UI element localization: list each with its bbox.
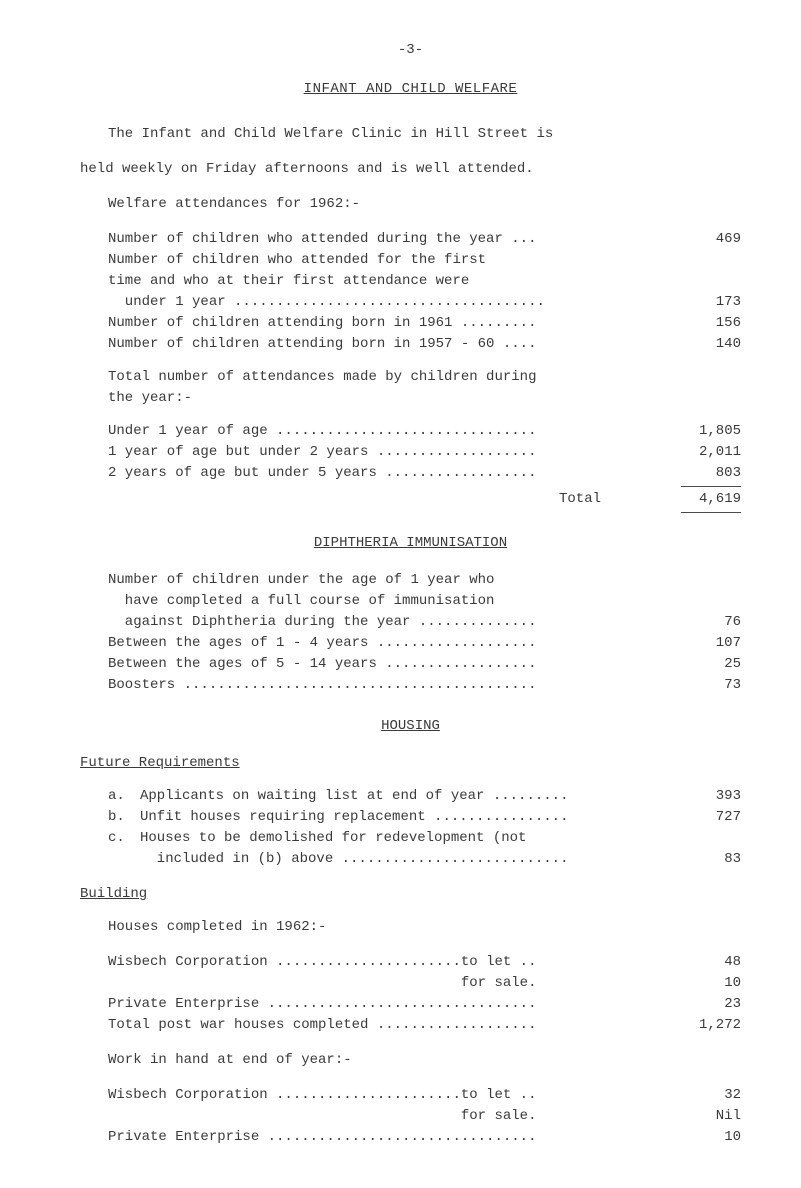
future-label: Unfit houses requiring replacement .....… [140, 807, 681, 828]
total-post-value: 1,272 [681, 1015, 741, 1036]
building-title: Building [80, 884, 741, 905]
total-value: 4,619 [681, 489, 741, 510]
diphtheria-block: Number of children under the age of 1 ye… [80, 570, 741, 696]
total-attend-l2: the year:- [108, 388, 741, 409]
list-marker [108, 849, 140, 870]
age-line: 2 years of age but under 5 years .......… [108, 463, 681, 484]
dip-line: have completed a full course of immunisa… [108, 591, 681, 612]
wisbech-pair-label: for sale. [461, 973, 537, 994]
att-val [681, 250, 741, 271]
att-line: Number of children attending born in 196… [108, 313, 681, 334]
list-marker: c. [108, 828, 140, 849]
att-line: Number of children who attended for the … [108, 250, 681, 271]
future-block: a. Applicants on waiting list at end of … [80, 786, 741, 870]
age-val: 2,011 [681, 442, 741, 463]
future-item: b. Unfit houses requiring replacement ..… [108, 807, 741, 828]
att-val: 469 [681, 229, 741, 250]
wisbech-block-2: Wisbech Corporation ....................… [80, 1085, 741, 1127]
attendance-block: Number of children who attended during t… [80, 229, 741, 355]
private-value: 10 [681, 1127, 741, 1148]
att-val: 173 [681, 292, 741, 313]
wisbech-pair-value: 48 [681, 952, 741, 973]
dip-line: Between the ages of 1 - 4 years ........… [108, 633, 681, 654]
future-requirements-title: Future Requirements [80, 753, 741, 774]
att-line: Number of children who attended during t… [108, 229, 681, 250]
future-value: 83 [681, 849, 741, 870]
age-val: 803 [681, 463, 741, 484]
att-line: time and who at their first attendance w… [108, 271, 681, 292]
list-marker: b. [108, 807, 140, 828]
wisbech-pair-label: to let .. [461, 1085, 537, 1106]
dip-val [681, 570, 741, 591]
wisbech-left: Wisbech Corporation ....................… [108, 1085, 461, 1127]
list-marker: a. [108, 786, 140, 807]
future-item: included in (b) above ..................… [108, 849, 741, 870]
private-value: 23 [681, 994, 741, 1015]
attendances-heading: Welfare attendances for 1962:- [80, 194, 741, 215]
total-post-label: Total post war houses completed ........… [108, 1015, 681, 1036]
wisbech-pair-value: 10 [681, 973, 741, 994]
dip-val: 76 [681, 612, 741, 633]
wisbech-pair-label: for sale. [461, 1106, 537, 1127]
future-value [681, 828, 741, 849]
future-label: Houses to be demolished for redevelopmen… [140, 828, 681, 849]
dip-val: 73 [681, 675, 741, 696]
total-attend-intro: Total number of attendances made by chil… [80, 367, 741, 409]
grand-total-line: Total 4,619 [80, 489, 741, 510]
age-line: 1 year of age but under 2 years ........… [108, 442, 681, 463]
diphtheria-title: DIPHTHERIA IMMUNISATION [80, 533, 741, 554]
dip-line: against Diphtheria during the year .....… [108, 612, 681, 633]
wisbech-block-1: Wisbech Corporation ....................… [80, 952, 741, 994]
private-label: Private Enterprise .....................… [108, 1127, 681, 1148]
wisbech-left: Wisbech Corporation ....................… [108, 952, 461, 994]
housing-title: HOUSING [80, 716, 741, 737]
private-1: Private Enterprise .....................… [80, 994, 741, 1015]
header-title: INFANT AND CHILD WELFARE [80, 79, 741, 100]
total-attend-l1: Total number of attendances made by chil… [108, 367, 741, 388]
houses-completed-heading: Houses completed in 1962:- [80, 917, 741, 938]
wisbech-pair-label: to let .. [461, 952, 537, 973]
att-val: 140 [681, 334, 741, 355]
wisbech-pair-value: Nil [681, 1106, 741, 1127]
rule-top [80, 486, 741, 487]
att-line: Number of children attending born in 195… [108, 334, 681, 355]
total-post: Total post war houses completed ........… [80, 1015, 741, 1036]
dip-line: Boosters ...............................… [108, 675, 681, 696]
future-label: included in (b) above ..................… [140, 849, 681, 870]
dip-val: 25 [681, 654, 741, 675]
future-item: a. Applicants on waiting list at end of … [108, 786, 741, 807]
future-value: 727 [681, 807, 741, 828]
intro-line2: held weekly on Friday afternoons and is … [80, 159, 741, 180]
future-label: Applicants on waiting list at end of yea… [140, 786, 681, 807]
page-number: -3- [80, 40, 741, 61]
intro-line1: The Infant and Child Welfare Clinic in H… [108, 124, 741, 145]
att-line: under 1 year ...........................… [108, 292, 681, 313]
att-val: 156 [681, 313, 741, 334]
private-2: Private Enterprise .....................… [80, 1127, 741, 1148]
future-item: c. Houses to be demolished for redevelop… [108, 828, 741, 849]
work-in-hand-heading: Work in hand at end of year:- [80, 1050, 741, 1071]
rule-bottom [80, 512, 741, 513]
intro-paragraph: The Infant and Child Welfare Clinic in H… [80, 124, 741, 145]
total-label: Total [559, 489, 681, 510]
private-label: Private Enterprise .....................… [108, 994, 681, 1015]
age-val: 1,805 [681, 421, 741, 442]
dip-line: Between the ages of 5 - 14 years .......… [108, 654, 681, 675]
dip-line: Number of children under the age of 1 ye… [108, 570, 681, 591]
att-val [681, 271, 741, 292]
age-line: Under 1 year of age ....................… [108, 421, 681, 442]
dip-val [681, 591, 741, 612]
age-block: Under 1 year of age ....................… [80, 421, 741, 484]
future-value: 393 [681, 786, 741, 807]
wisbech-pair-value: 32 [681, 1085, 741, 1106]
intro-line2-wrap: held weekly on Friday afternoons and is … [80, 159, 741, 180]
dip-val: 107 [681, 633, 741, 654]
